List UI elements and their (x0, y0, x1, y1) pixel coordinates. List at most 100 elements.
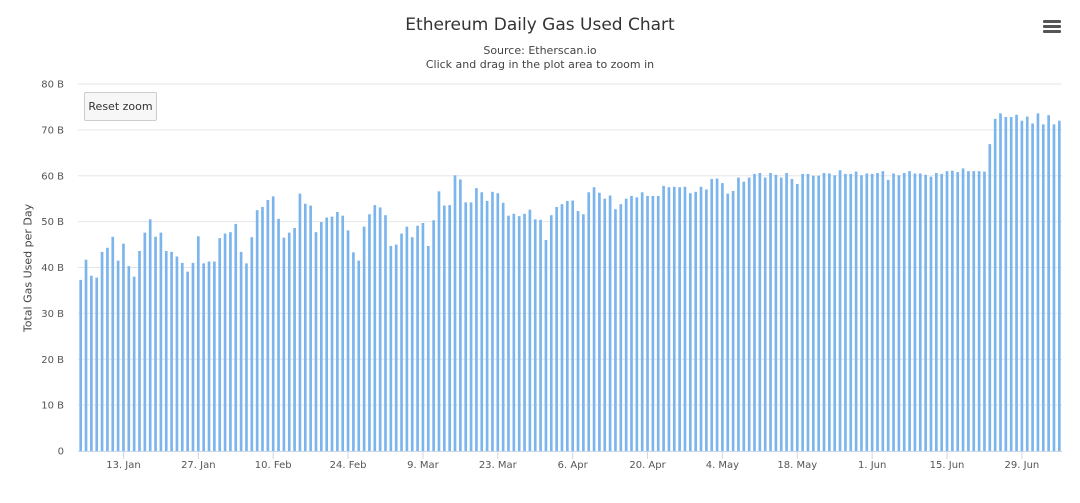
bar[interactable] (501, 202, 505, 451)
bar[interactable] (705, 189, 708, 451)
bar[interactable] (811, 175, 815, 451)
bar[interactable] (881, 171, 885, 451)
bar[interactable] (271, 196, 275, 451)
bar[interactable] (667, 187, 671, 451)
bar[interactable] (801, 173, 804, 452)
bar[interactable] (934, 173, 938, 451)
bar[interactable] (122, 243, 125, 451)
bar[interactable] (785, 173, 788, 451)
bar[interactable] (421, 223, 425, 451)
bar[interactable] (159, 232, 163, 451)
bar[interactable] (229, 232, 232, 451)
bar[interactable] (886, 179, 890, 451)
bar[interactable] (795, 184, 799, 451)
bar[interactable] (710, 178, 714, 451)
bar[interactable] (180, 262, 184, 451)
bar[interactable] (261, 206, 264, 451)
bar[interactable] (496, 193, 500, 451)
bar[interactable] (715, 178, 719, 452)
bar[interactable] (234, 223, 238, 451)
bar[interactable] (721, 183, 724, 451)
bar[interactable] (164, 250, 168, 451)
bar[interactable] (983, 171, 986, 451)
bar[interactable] (298, 193, 302, 451)
bar[interactable] (1057, 120, 1061, 451)
bar[interactable] (352, 252, 355, 451)
bar[interactable] (1036, 113, 1040, 452)
bar[interactable] (475, 188, 478, 451)
bar[interactable] (656, 195, 660, 451)
bar[interactable] (432, 220, 435, 451)
bar[interactable] (924, 174, 927, 451)
bar[interactable] (651, 195, 655, 451)
bar[interactable] (630, 195, 633, 451)
bar[interactable] (250, 237, 254, 451)
bar[interactable] (646, 195, 649, 451)
bar[interactable] (1020, 120, 1024, 451)
bar[interactable] (619, 204, 623, 451)
bar[interactable] (202, 263, 206, 451)
bar[interactable] (918, 173, 922, 451)
bar[interactable] (608, 195, 612, 451)
bar[interactable] (779, 177, 783, 451)
bar[interactable] (191, 262, 195, 451)
bar[interactable] (993, 118, 997, 452)
bar[interactable] (592, 187, 596, 451)
bar[interactable] (127, 266, 131, 451)
bar[interactable] (731, 190, 735, 451)
bar[interactable] (266, 200, 270, 451)
bar[interactable] (726, 193, 730, 451)
bar[interactable] (507, 215, 510, 451)
bar[interactable] (90, 275, 93, 451)
bar[interactable] (186, 271, 189, 451)
bar[interactable] (1004, 117, 1008, 451)
bar[interactable] (239, 251, 243, 451)
bar[interactable] (913, 173, 917, 451)
bar[interactable] (1009, 117, 1013, 451)
bar[interactable] (416, 225, 419, 451)
bar[interactable] (213, 261, 216, 451)
bar[interactable] (442, 205, 446, 451)
bar[interactable] (346, 230, 350, 451)
bar[interactable] (175, 256, 179, 451)
bar[interactable] (314, 232, 318, 451)
bar[interactable] (833, 175, 837, 452)
bar[interactable] (341, 215, 345, 451)
bar[interactable] (373, 205, 377, 451)
bar[interactable] (309, 205, 312, 451)
bar[interactable] (95, 277, 99, 451)
bar[interactable] (565, 200, 569, 451)
bar[interactable] (753, 173, 756, 452)
bar[interactable] (897, 175, 901, 452)
bar[interactable] (405, 226, 409, 451)
bar[interactable] (854, 171, 858, 451)
bar[interactable] (426, 245, 430, 451)
bar[interactable] (988, 144, 992, 451)
hamburger-menu-icon[interactable] (1043, 20, 1061, 36)
bar[interactable] (491, 191, 494, 451)
bar[interactable] (929, 176, 933, 452)
bar[interactable] (111, 236, 115, 451)
bar[interactable] (763, 177, 767, 451)
bar[interactable] (207, 261, 211, 451)
bar[interactable] (517, 216, 521, 451)
bar[interactable] (977, 171, 981, 451)
bar[interactable] (389, 245, 393, 451)
bar[interactable] (1047, 115, 1050, 451)
bar[interactable] (624, 198, 628, 451)
bar[interactable] (956, 172, 960, 451)
bar[interactable] (967, 171, 970, 451)
bar[interactable] (528, 209, 532, 451)
bar[interactable] (951, 170, 954, 451)
bar[interactable] (1015, 114, 1018, 452)
bar[interactable] (876, 173, 879, 451)
bar[interactable] (838, 170, 842, 451)
bar[interactable] (662, 185, 665, 451)
bar[interactable] (860, 175, 863, 452)
bar[interactable] (218, 238, 222, 451)
bar[interactable] (453, 175, 457, 452)
bar[interactable] (480, 192, 484, 451)
bar[interactable] (223, 233, 227, 451)
bar[interactable] (148, 219, 152, 451)
bar[interactable] (410, 237, 414, 451)
